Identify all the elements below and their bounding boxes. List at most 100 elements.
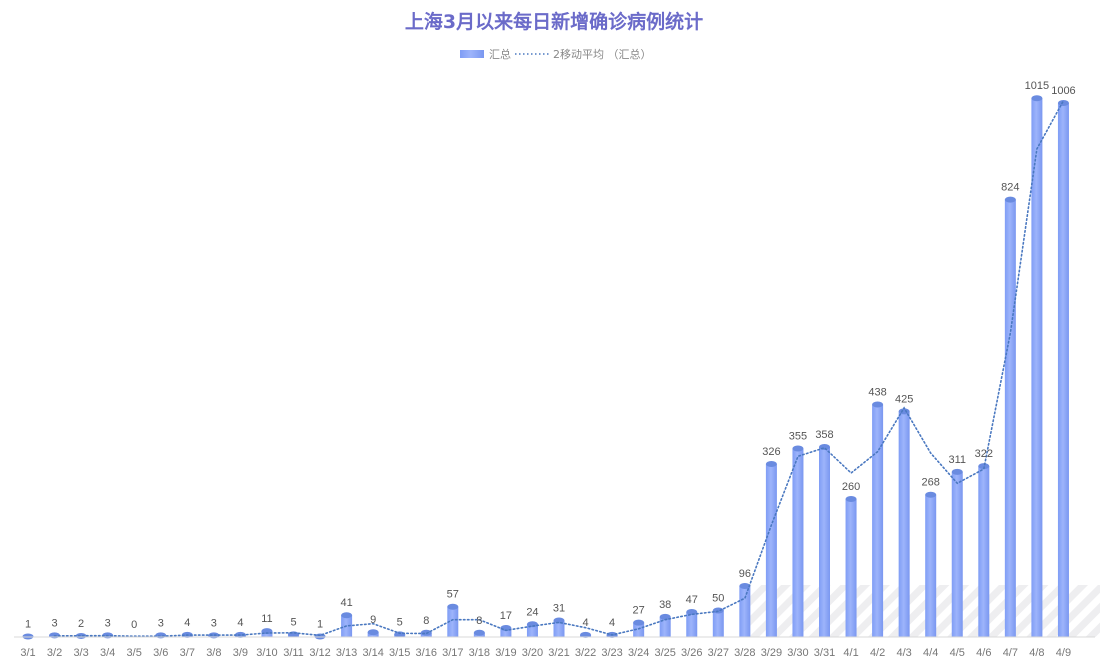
x-tick-3-11: 3/11 [283, 647, 304, 659]
bar-3-27 [712, 610, 724, 637]
bar-3-26 [686, 612, 698, 637]
data-label-3-29: 326 [762, 446, 780, 458]
data-label-4-3: 425 [895, 393, 913, 405]
bar-3-24 [633, 622, 645, 637]
data-labels: 1 3 2 3 0 3 4 3 4 11 5 1 41 9 5 8 57 8 17 24 31 4 4 27 38 47 50 96 3… [25, 80, 1076, 631]
x-tick-3-1: 3/1 [20, 647, 35, 659]
x-tick-3-7: 3/7 [180, 647, 195, 659]
bar-3-20 [526, 624, 538, 637]
bar-3-31 [819, 446, 830, 637]
data-label-3-10: 11 [261, 613, 272, 625]
data-label-3-11: 5 [290, 616, 296, 628]
bar-top-3-21 [553, 617, 565, 624]
data-label-3-31: 358 [815, 429, 833, 441]
bar-top-4-9 [1057, 99, 1069, 106]
chart-title: 上海3月以来每日新增确诊病例统计 [405, 10, 703, 33]
x-tick-3-10: 3/10 [256, 647, 277, 659]
data-label-3-18: 8 [476, 615, 482, 627]
bar-top-3-14 [367, 629, 379, 636]
data-label-3-7: 4 [184, 617, 190, 629]
bar-3-21 [553, 620, 565, 637]
x-tick-3-15: 3/15 [389, 647, 410, 659]
x-tick-3-26: 3/26 [681, 647, 702, 659]
bar-top-3-27 [712, 607, 724, 614]
bar-3-17 [447, 606, 459, 637]
x-tick-3-22: 3/22 [575, 647, 596, 659]
x-tick-3-28: 3/28 [734, 647, 755, 659]
x-tick-3-20: 3/20 [522, 647, 543, 659]
data-label-3-6: 3 [158, 617, 164, 629]
bar-3-28 [739, 586, 751, 637]
x-tick-3-12: 3/12 [309, 647, 330, 659]
bar-top-3-24 [633, 619, 645, 626]
data-label-4-4: 268 [922, 477, 940, 489]
x-tick-3-18: 3/18 [469, 647, 490, 659]
bar-top-3-1 [22, 633, 34, 640]
bar-4-9 [1057, 102, 1069, 637]
bar-3-30 [792, 448, 804, 637]
data-label-3-21: 31 [553, 603, 565, 615]
bar-3-19 [500, 627, 512, 637]
bar-top-3-22 [580, 631, 592, 638]
x-tick-3-2: 3/2 [47, 647, 62, 659]
data-label-3-15: 5 [397, 616, 403, 628]
data-label-3-17: 57 [447, 589, 459, 601]
bar-top-3-31 [819, 443, 830, 450]
x-tick-4-9: 4/9 [1056, 647, 1071, 659]
bar-top-4-5 [951, 468, 963, 475]
data-label-3-22: 4 [582, 617, 588, 629]
bar-4-1 [845, 498, 857, 637]
bar-4-5 [951, 471, 963, 637]
bar-4-6 [978, 466, 990, 637]
x-tick-4-5: 4/5 [950, 647, 965, 659]
x-tick-3-24: 3/24 [628, 647, 649, 659]
x-tick-3-23: 3/23 [601, 647, 622, 659]
data-label-3-24: 27 [633, 605, 645, 617]
data-label-3-5: 0 [131, 619, 137, 631]
x-tick-4-1: 4/1 [843, 647, 858, 659]
x-tick-3-4: 3/4 [100, 647, 115, 659]
data-label-4-2: 438 [868, 386, 886, 398]
x-tick-3-21: 3/21 [548, 647, 569, 659]
bar-3-29 [765, 463, 777, 637]
bar-top-4-2 [872, 401, 884, 408]
bar-top-3-29 [765, 460, 777, 467]
data-label-4-7: 824 [1001, 182, 1019, 194]
moving-average-series [53, 99, 1065, 637]
data-label-3-4: 3 [105, 617, 111, 629]
data-label-4-9: 1006 [1051, 85, 1075, 97]
bar-top-3-30 [792, 445, 804, 452]
data-label-3-3: 2 [78, 618, 84, 630]
data-label-3-20: 24 [526, 606, 538, 618]
x-tick-4-3: 4/3 [897, 647, 912, 659]
data-label-3-9: 4 [237, 617, 243, 629]
x-tick-3-9: 3/9 [233, 647, 248, 659]
x-tick-3-27: 3/27 [708, 647, 729, 659]
bar-top-3-13 [341, 612, 353, 619]
legend-bar-label: 汇总 [489, 47, 511, 61]
bar-top-3-3 [75, 632, 87, 639]
data-label-4-1: 260 [842, 481, 860, 493]
x-tick-3-29: 3/29 [761, 647, 782, 659]
x-tick-3-19: 3/19 [495, 647, 516, 659]
legend: 汇总 2移动平均 （汇总） [460, 47, 652, 61]
x-tick-3-30: 3/30 [787, 647, 808, 659]
x-tick-3-17: 3/17 [442, 647, 463, 659]
data-label-3-2: 3 [51, 617, 57, 629]
x-tick-3-25: 3/25 [654, 647, 675, 659]
bar-4-3 [898, 411, 910, 637]
x-tick-3-31: 3/31 [814, 647, 835, 659]
x-tick-3-14: 3/14 [362, 647, 383, 659]
data-label-4-8: 1015 [1025, 80, 1049, 92]
x-tick-4-2: 4/2 [870, 647, 885, 659]
bar-4-7 [1004, 199, 1016, 638]
data-label-3-1: 1 [25, 618, 31, 630]
data-label-3-13: 41 [340, 597, 352, 609]
bar-top-4-3 [898, 408, 910, 415]
data-label-3-27: 50 [712, 592, 724, 604]
bar-top-3-25 [659, 613, 671, 620]
bar-4-8 [1031, 98, 1043, 638]
bar-top-4-6 [978, 463, 990, 470]
bar-top-4-1 [845, 495, 857, 502]
